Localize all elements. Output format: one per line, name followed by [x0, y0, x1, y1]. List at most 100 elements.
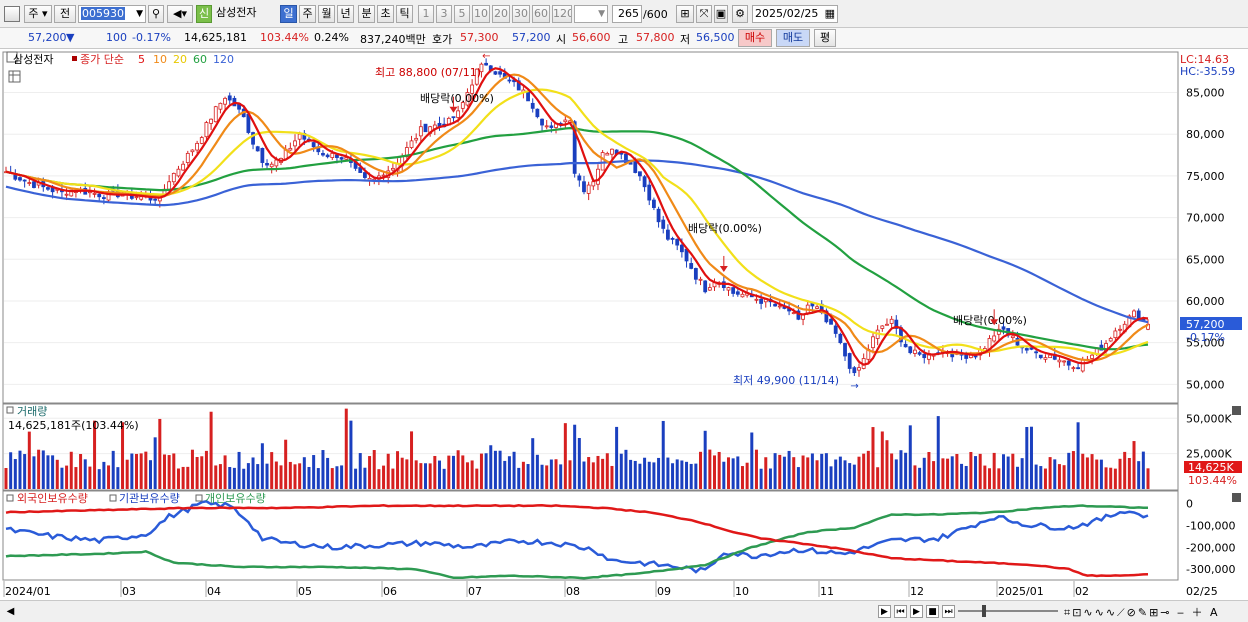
- chart-area[interactable]: 50,000 55,000 60,000 65,000 70,000 75,000 80,0…: [0, 49, 1248, 600]
- close-icon[interactable]: [1232, 406, 1241, 415]
- interval-5-button[interactable]: 5: [454, 5, 470, 23]
- candle-body: [740, 293, 745, 298]
- count-input[interactable]: 265: [612, 5, 642, 23]
- volume-bar: [582, 461, 586, 489]
- volume-bar: [740, 466, 744, 489]
- candle-body: [269, 163, 274, 168]
- speaker-icon[interactable]: ◀▾: [167, 5, 193, 23]
- scroll-right-icon[interactable]: ▶: [878, 605, 891, 618]
- gear-icon[interactable]: ⚙: [732, 5, 748, 23]
- period-tick-button[interactable]: 틱: [396, 5, 413, 23]
- period-day-button[interactable]: 일: [280, 5, 297, 23]
- volume-bar: [162, 454, 166, 489]
- scroll-left-icon[interactable]: ◀: [6, 606, 15, 617]
- interval-30-button[interactable]: 30: [512, 5, 530, 23]
- legend-ma10: 10: [153, 53, 167, 66]
- scroll-start-icon[interactable]: ⏮: [894, 605, 907, 618]
- all-label[interactable]: 전: [54, 5, 76, 23]
- drawing-tools[interactable]: ⌗⊡∿∿∿⟋⊘✎⊞⊸ ‒ ＋ A: [1064, 606, 1220, 619]
- volume-bar: [908, 425, 912, 489]
- volume-bar: [9, 452, 13, 489]
- period-second-button[interactable]: 초: [377, 5, 394, 23]
- candle-body: [460, 102, 465, 109]
- play-icon[interactable]: ▶: [910, 605, 923, 618]
- volume-bar: [1085, 457, 1089, 489]
- volume-bar: [824, 453, 828, 489]
- candle-body: [465, 92, 470, 106]
- candle-body: [703, 280, 708, 293]
- volume-bar: [1034, 464, 1038, 489]
- candle-body: [190, 149, 195, 153]
- volume-bar: [554, 459, 558, 489]
- volume-bar: [270, 452, 274, 489]
- legend-ma5: 5: [138, 53, 145, 66]
- scroll-end-icon[interactable]: ⏭: [942, 605, 955, 618]
- volume-bar: [23, 454, 27, 489]
- candle-body: [181, 163, 186, 171]
- volume-bar: [465, 462, 469, 489]
- interval-120-button[interactable]: 120: [552, 5, 572, 23]
- low-label: 저: [680, 33, 691, 46]
- candle-body: [1048, 354, 1053, 359]
- period-minute-button[interactable]: 분: [358, 5, 375, 23]
- candle-body: [791, 312, 796, 315]
- candle-body: [185, 152, 190, 163]
- price-tick-label: 80,000: [1186, 128, 1225, 141]
- candle-body: [195, 142, 200, 151]
- volume-bar: [829, 466, 833, 489]
- candle-body: [134, 196, 139, 199]
- date-input[interactable]: 2025/02/25 ▦: [752, 5, 838, 23]
- chevron-down-icon[interactable]: ▼: [136, 9, 143, 19]
- interval-60-button[interactable]: 60: [532, 5, 550, 23]
- zoom-slider[interactable]: [958, 610, 1058, 612]
- calendar-icon[interactable]: ▦: [824, 7, 835, 20]
- interval-1-button[interactable]: 1: [418, 5, 434, 23]
- market-dropdown[interactable]: 주 ▾: [24, 5, 52, 23]
- volume-bar: [1137, 461, 1141, 489]
- x-tick-label: 07: [468, 585, 482, 598]
- save-icon[interactable]: ▣: [714, 5, 728, 23]
- candle-body: [992, 335, 997, 342]
- code-input[interactable]: 005930 ▼: [78, 5, 146, 23]
- interval-10-button[interactable]: 10: [472, 5, 490, 23]
- period-month-button[interactable]: 월: [318, 5, 335, 23]
- candle-body: [339, 157, 344, 160]
- volume-bar: [251, 457, 255, 489]
- interval-3-button[interactable]: 3: [436, 5, 452, 23]
- candle-body: [507, 79, 512, 82]
- candle-body: [908, 346, 913, 354]
- chart-type-icon[interactable]: ⊞: [676, 5, 694, 23]
- crosshair-icon[interactable]: ⤧: [696, 5, 712, 23]
- volume-bar: [107, 465, 111, 489]
- dividend-arrow-icon: [990, 319, 999, 326]
- sell-button[interactable]: 매도: [776, 29, 810, 47]
- stop-icon[interactable]: ■: [926, 605, 939, 618]
- period-week-button[interactable]: 주: [299, 5, 316, 23]
- evaluate-button[interactable]: 평: [814, 29, 836, 47]
- interval-custom-dropdown[interactable]: ▼: [574, 5, 608, 23]
- volume-bar: [265, 463, 269, 489]
- chevron-down-icon: ▼: [598, 9, 605, 19]
- interval-20-button[interactable]: 20: [492, 5, 510, 23]
- buy-button[interactable]: 매수: [738, 29, 772, 47]
- close-icon[interactable]: [1232, 493, 1241, 502]
- ma20-line: [5, 88, 1149, 357]
- volume-tag-label: 14,625K: [1188, 461, 1234, 474]
- volume-bar: [102, 461, 106, 489]
- volume-bar: [834, 459, 838, 489]
- search-icon[interactable]: ⚲: [148, 5, 164, 23]
- chart-scrollbar[interactable]: ◀ ▶ ⏮ ▶ ■ ⏭ ⌗⊡∿∿∿⟋⊘✎⊞⊸ ‒ ＋ A: [0, 600, 1248, 622]
- volume-bar: [1029, 426, 1033, 489]
- ma120-line: [5, 159, 1149, 324]
- volume-bar: [745, 462, 749, 489]
- period-year-button[interactable]: 년: [337, 5, 354, 23]
- volume-bar: [209, 411, 213, 489]
- window-icon[interactable]: [4, 6, 20, 22]
- zoom-slider-handle[interactable]: [982, 605, 986, 617]
- table-icon[interactable]: [8, 70, 21, 83]
- volume-bar: [671, 463, 675, 489]
- volume-bar: [97, 469, 101, 489]
- volume-bar: [349, 420, 353, 489]
- volume-bar: [573, 424, 577, 489]
- volume-bar: [969, 451, 973, 489]
